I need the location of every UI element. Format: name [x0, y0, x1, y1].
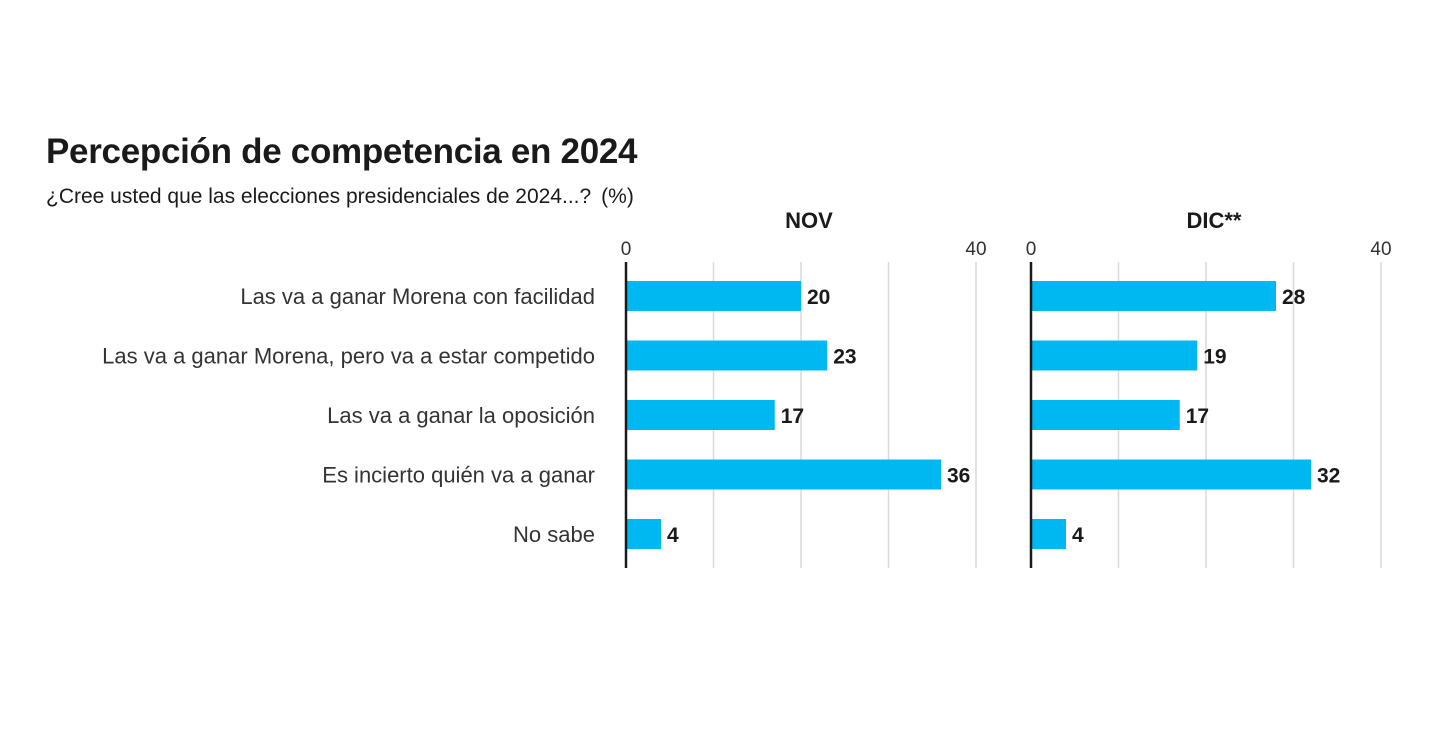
bar	[626, 459, 941, 490]
data-label: 17	[781, 405, 804, 428]
data-label: 19	[1203, 346, 1226, 369]
subtitle-text: ¿Cree usted que las elecciones presidenc…	[46, 185, 592, 208]
data-label: 28	[1282, 286, 1306, 309]
bar	[626, 340, 828, 371]
x-tick-label: 0	[621, 239, 632, 260]
category-label: No sabe	[513, 522, 595, 547]
unit-label: (%)	[601, 185, 634, 208]
bar	[1031, 281, 1276, 311]
bar	[1031, 519, 1066, 549]
data-label: 36	[947, 465, 970, 488]
category-label: Las va a ganar la oposición	[327, 403, 595, 428]
bar	[626, 519, 661, 549]
panel-title: NOV	[785, 208, 833, 233]
data-label: 4	[667, 524, 679, 547]
chart-subtitle: ¿Cree usted que las elecciones presidenc…	[46, 185, 634, 209]
category-label: Las va a ganar Morena con facilidad	[240, 284, 595, 309]
bar	[1031, 400, 1180, 430]
chart-title: Percepción de competencia en 2024	[46, 132, 638, 171]
data-label: 23	[833, 346, 856, 369]
bar	[1031, 340, 1198, 371]
bar	[626, 281, 801, 311]
category-label: Es incierto quién va a ganar	[322, 463, 595, 488]
x-tick-label: 0	[1026, 239, 1037, 260]
data-label: 4	[1072, 524, 1084, 547]
panel-title: DIC**	[1186, 208, 1241, 233]
x-tick-label: 40	[965, 239, 986, 260]
data-label: 20	[807, 286, 830, 309]
data-label: 17	[1186, 405, 1209, 428]
category-label: Las va a ganar Morena, pero va a estar c…	[102, 344, 595, 369]
bar	[1031, 459, 1311, 490]
bar	[626, 400, 775, 430]
data-label: 32	[1317, 465, 1340, 488]
x-tick-label: 40	[1370, 239, 1391, 260]
